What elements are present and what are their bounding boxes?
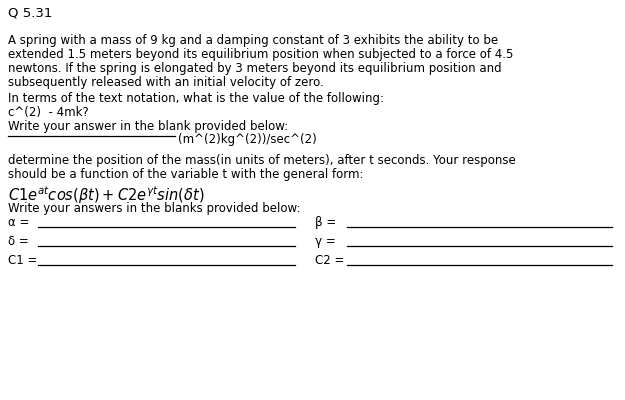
Text: subsequently released with an initial velocity of zero.: subsequently released with an initial ve… [8,76,324,89]
Text: newtons. If the spring is elongated by 3 meters beyond its equilibrium position : newtons. If the spring is elongated by 3… [8,62,502,75]
Text: In terms of the text notation, what is the value of the following:: In terms of the text notation, what is t… [8,92,384,105]
Text: Write your answer in the blank provided below:: Write your answer in the blank provided … [8,120,288,133]
Text: c^(2)  - 4mk?: c^(2) - 4mk? [8,106,89,119]
Text: δ =: δ = [8,235,29,248]
Text: C2 =: C2 = [315,254,344,267]
Text: $C1e^{at}cos(\beta t) + C2e^{\gamma t}sin(\delta t)$: $C1e^{at}cos(\beta t) + C2e^{\gamma t}si… [8,184,204,206]
Text: α =: α = [8,216,29,229]
Text: determine the position of the mass(in units of meters), after t seconds. Your re: determine the position of the mass(in un… [8,154,516,167]
Text: A spring with a mass of 9 kg and a damping constant of 3 exhibits the ability to: A spring with a mass of 9 kg and a dampi… [8,34,498,47]
Text: should be a function of the variable t with the general form:: should be a function of the variable t w… [8,168,364,181]
Text: Q 5.31: Q 5.31 [8,7,53,20]
Text: β =: β = [315,216,336,229]
Text: extended 1.5 meters beyond its equilibrium position when subjected to a force of: extended 1.5 meters beyond its equilibri… [8,48,513,61]
Text: γ =: γ = [315,235,336,248]
Text: (m^(2)kg^(2))/sec^(2): (m^(2)kg^(2))/sec^(2) [178,133,317,146]
Text: Write your answers in the blanks provided below:: Write your answers in the blanks provide… [8,202,301,215]
Text: C1 =: C1 = [8,254,38,267]
